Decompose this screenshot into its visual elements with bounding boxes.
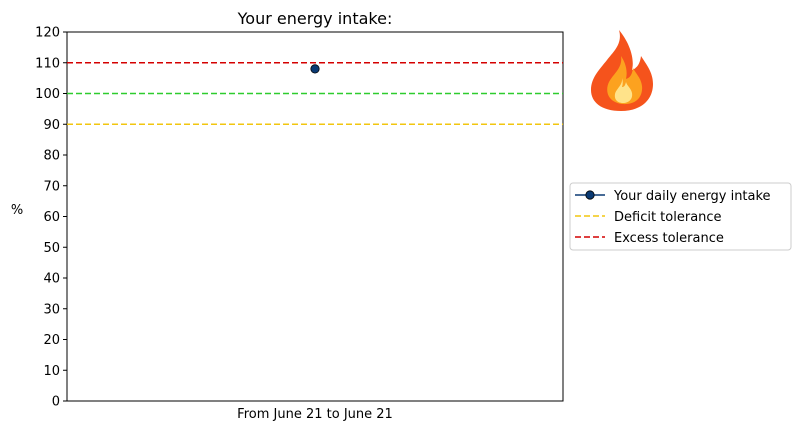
chart-title: Your energy intake:: [237, 9, 393, 28]
y-tick-label: 120: [35, 26, 60, 41]
y-tick-label: 40: [43, 272, 60, 287]
y-tick-label: 50: [43, 241, 60, 256]
y-tick-label: 100: [35, 87, 60, 102]
y-tick-label: 80: [43, 149, 60, 164]
y-tick-label: 110: [35, 56, 60, 71]
y-axis: 0 10 20 30 40 50 60 70 80 90 100 110 120: [35, 26, 67, 410]
x-axis-label: From June 21 to June 21: [237, 407, 393, 422]
y-tick-label: 60: [43, 210, 60, 225]
legend-label-excess: Excess tolerance: [614, 231, 724, 246]
y-tick-label: 20: [43, 333, 60, 348]
legend-label-deficit: Deficit tolerance: [614, 210, 722, 225]
y-tick-label: 0: [52, 395, 60, 410]
data-point: [310, 64, 320, 74]
y-tick-label: 30: [43, 302, 60, 317]
plot-area: [66, 31, 564, 402]
y-tick-label: 90: [43, 118, 60, 133]
fire-icon: [591, 30, 653, 111]
legend-marker-intake: [585, 190, 595, 200]
legend-label-intake: Your daily energy intake: [613, 189, 771, 204]
y-tick-label: 10: [43, 364, 60, 379]
y-axis-label: %: [11, 203, 23, 218]
legend-box: [569, 182, 792, 251]
legend: Your daily energy intake Deficit toleran…: [569, 182, 792, 251]
plot-frame: [66, 31, 564, 402]
y-tick-label: 70: [43, 179, 60, 194]
